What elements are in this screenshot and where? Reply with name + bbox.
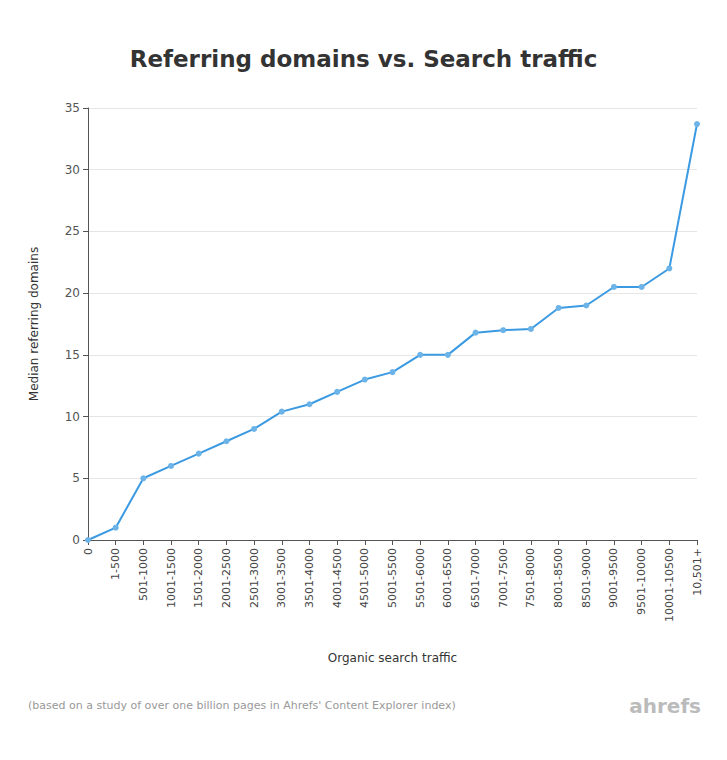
svg-text:3501-4000: 3501-4000 [303,548,316,608]
svg-text:(based on a study of over one: (based on a study of over one billion pa… [28,699,456,712]
svg-text:1001-1500: 1001-1500 [165,548,178,608]
svg-text:15: 15 [65,348,80,362]
svg-text:0: 0 [72,533,80,547]
svg-text:Organic search traffic: Organic search traffic [328,651,457,665]
svg-text:9001-9500: 9001-9500 [607,548,620,608]
svg-text:25: 25 [65,224,80,238]
svg-text:5501-6000: 5501-6000 [414,548,427,608]
svg-text:1501-2000: 1501-2000 [192,548,205,608]
svg-text:9501-10000: 9501-10000 [635,548,648,615]
svg-text:3001-3500: 3001-3500 [275,548,288,608]
svg-text:2001-2500: 2001-2500 [220,548,233,608]
svg-text:4501-5000: 4501-5000 [358,548,371,608]
svg-text:6501-7000: 6501-7000 [469,548,482,608]
svg-text:4001-4500: 4001-4500 [331,548,344,608]
svg-text:8001-8500: 8001-8500 [552,548,565,608]
svg-text:1-500: 1-500 [109,548,122,580]
svg-text:10,501+: 10,501+ [691,548,704,596]
svg-text:10: 10 [65,410,80,424]
svg-text:8501-9000: 8501-9000 [580,548,593,608]
svg-text:5: 5 [72,471,80,485]
svg-text:20: 20 [65,286,80,300]
svg-text:35: 35 [65,101,80,115]
svg-text:501-1000: 501-1000 [137,548,150,601]
svg-text:0: 0 [82,548,95,555]
svg-text:10001-10500: 10001-10500 [663,548,676,622]
svg-text:5001-5500: 5001-5500 [386,548,399,608]
svg-text:2501-3000: 2501-3000 [248,548,261,608]
svg-text:Referring domains vs. Search t: Referring domains vs. Search traffic [130,46,598,72]
svg-text:30: 30 [65,163,80,177]
svg-text:7001-7500: 7001-7500 [497,548,510,608]
svg-text:6001-6500: 6001-6500 [441,548,454,608]
svg-text:7501-8000: 7501-8000 [524,548,537,608]
svg-text:Median referring domains: Median referring domains [27,247,41,401]
svg-text:ahrefs: ahrefs [629,694,701,718]
